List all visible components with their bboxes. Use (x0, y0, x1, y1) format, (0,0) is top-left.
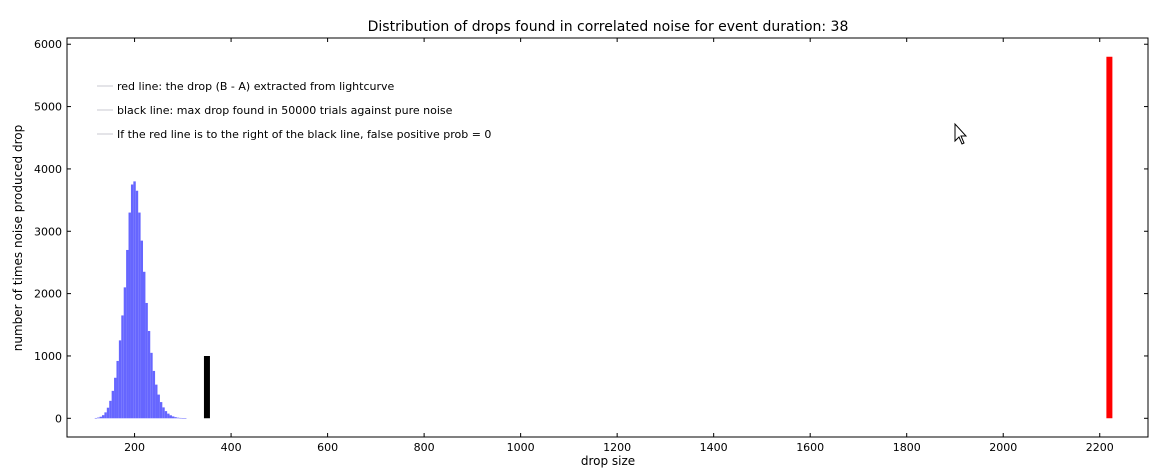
histogram-bars (94, 181, 187, 419)
histogram-bar-30 (167, 413, 170, 419)
histogram-bar-14 (128, 212, 131, 419)
histogram-bar-7 (111, 390, 115, 419)
y-axis-label: number of times noise produced drop (11, 125, 25, 351)
histogram-bar-8 (114, 377, 117, 419)
x-tick-label: 2200 (1086, 441, 1114, 454)
x-tick-label: 1000 (507, 441, 535, 454)
x-tick-label: 1800 (893, 441, 921, 454)
histogram-bar-0 (94, 417, 98, 419)
x-tick-label: 2000 (989, 441, 1017, 454)
histogram-bar-26 (157, 394, 160, 419)
histogram-bar-17 (135, 190, 139, 419)
histogram-bar-12 (123, 287, 127, 419)
histogram-bar-11 (121, 315, 124, 419)
histogram-bar-15 (130, 184, 134, 419)
x-tick-label: 1200 (603, 441, 631, 454)
y-tick-label: 3000 (34, 225, 62, 238)
y-tick-label: 1000 (34, 350, 62, 363)
histogram-bar-22 (147, 331, 151, 419)
histogram-bar-32 (171, 416, 175, 419)
histogram-bar-21 (145, 302, 148, 419)
y-tick-label: 6000 (34, 38, 62, 51)
histogram-bar-16 (133, 181, 136, 419)
histogram-bar-4 (104, 412, 107, 419)
legend-entry: If the red line is to the right of the b… (117, 128, 491, 141)
histogram-bar-28 (162, 407, 165, 419)
histogram-bar-13 (126, 249, 129, 419)
y-tick-label: 0 (55, 412, 62, 425)
plot-frame (66, 37, 1149, 438)
histogram-bar-10 (118, 340, 122, 419)
threshold-lines (203, 56, 1113, 419)
histogram-bar-23 (150, 352, 153, 419)
y-tick-label: 2000 (34, 288, 62, 301)
y-tick-label: 4000 (34, 163, 62, 176)
x-axis-label: drop size (581, 454, 635, 468)
histogram-bar-37 (184, 418, 187, 419)
histogram-bar-3 (101, 415, 105, 419)
legend: red line: the drop (B - A) extracted fro… (97, 80, 491, 141)
x-tick-label: 800 (414, 441, 435, 454)
x-tick-label: 600 (317, 441, 338, 454)
x-tick-label: 1600 (796, 441, 824, 454)
x-tick-label: 200 (124, 441, 145, 454)
legend-entry: red line: the drop (B - A) extracted fro… (117, 80, 395, 93)
x-tick-label: 400 (221, 441, 242, 454)
histogram-bar-2 (99, 416, 102, 419)
histogram-bar-9 (116, 360, 119, 419)
histogram-bar-31 (169, 415, 172, 419)
histogram-bar-35 (179, 417, 182, 419)
histogram-bar-6 (109, 400, 112, 419)
histogram-bar-18 (138, 212, 141, 419)
histogram-bar-24 (152, 370, 156, 419)
histogram-bar-1 (97, 417, 100, 419)
histogram-bar-33 (174, 417, 177, 419)
histogram-bar-27 (159, 402, 163, 419)
histogram-bar-36 (181, 418, 185, 419)
y-tick-label: 5000 (34, 101, 62, 114)
histogram-bar-34 (176, 417, 180, 419)
mouse-cursor-icon (954, 122, 968, 145)
histogram-bar-19 (140, 240, 144, 419)
x-axis: 200 400 600 800 1000 1200 1400 1600 1800 2000 2200 (124, 38, 1114, 454)
y-axis: 0 1000 2000 3000 4000 5000 6000 (34, 38, 1148, 425)
histogram-bar-29 (164, 411, 168, 419)
plot-area (66, 37, 1149, 438)
histogram-bar-5 (106, 407, 110, 419)
legend-entry: black line: max drop found in 50000 tria… (117, 104, 453, 117)
histogram-bar-20 (143, 271, 146, 419)
chart-title: Distribution of drops found in correlate… (368, 19, 849, 35)
x-tick-label: 1400 (700, 441, 728, 454)
histogram-bar-25 (155, 384, 158, 419)
